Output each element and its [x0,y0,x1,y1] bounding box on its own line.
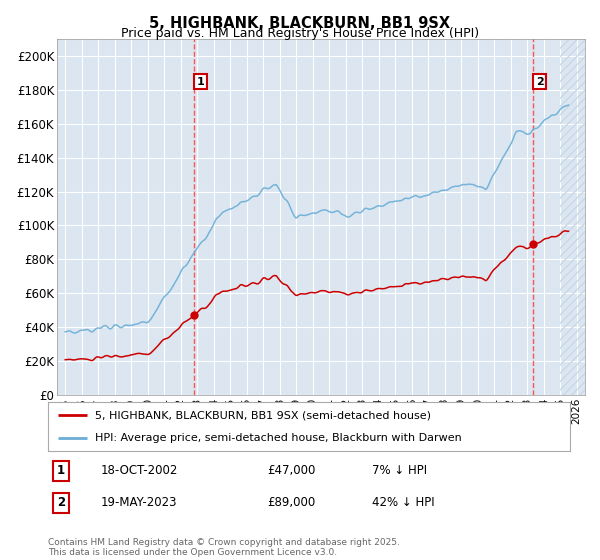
Text: 19-MAY-2023: 19-MAY-2023 [100,496,176,509]
Text: 7% ↓ HPI: 7% ↓ HPI [371,464,427,477]
Text: £89,000: £89,000 [267,496,316,509]
Text: 1: 1 [57,464,65,477]
Text: 1: 1 [196,77,204,87]
Text: 5, HIGHBANK, BLACKBURN, BB1 9SX: 5, HIGHBANK, BLACKBURN, BB1 9SX [149,16,451,31]
Text: £47,000: £47,000 [267,464,316,477]
Text: Price paid vs. HM Land Registry's House Price Index (HPI): Price paid vs. HM Land Registry's House … [121,27,479,40]
Text: 5, HIGHBANK, BLACKBURN, BB1 9SX (semi-detached house): 5, HIGHBANK, BLACKBURN, BB1 9SX (semi-de… [95,410,431,421]
Text: 18-OCT-2002: 18-OCT-2002 [100,464,178,477]
Text: HPI: Average price, semi-detached house, Blackburn with Darwen: HPI: Average price, semi-detached house,… [95,433,462,444]
Text: 42% ↓ HPI: 42% ↓ HPI [371,496,434,509]
Text: 2: 2 [57,496,65,509]
Text: 2: 2 [536,77,544,87]
Text: Contains HM Land Registry data © Crown copyright and database right 2025.
This d: Contains HM Land Registry data © Crown c… [48,538,400,557]
